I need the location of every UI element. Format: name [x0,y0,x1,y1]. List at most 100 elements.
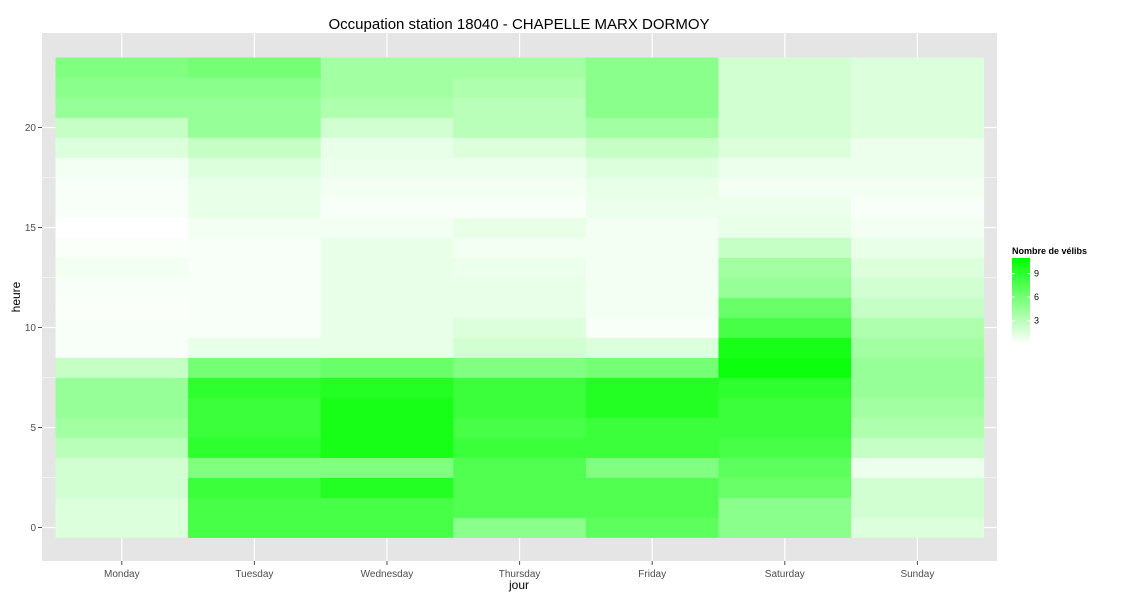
heatmap-tile [585,157,719,178]
heatmap-tile [718,377,852,398]
heatmap-tile [851,157,985,178]
heatmap-tile [55,197,189,218]
heatmap-tile [320,217,454,238]
heatmap-tile [453,77,587,98]
heatmap-tile [851,377,985,398]
heatmap-tile [320,317,454,338]
heatmap-tile [718,97,852,118]
heatmap-tile [585,477,719,498]
heatmap-tile [55,77,189,98]
heatmap-tile [320,97,454,118]
heatmap-tile [320,417,454,438]
heatmap-tile [718,77,852,98]
heatmap-tile [453,277,587,298]
heatmap-tile [453,317,587,338]
x-tick-label: Tuesday [235,569,273,580]
heatmap-tile [188,377,322,398]
heatmap-tile [188,177,322,198]
heatmap-tile [453,217,587,238]
heatmap-tile [718,177,852,198]
heatmap-tile [55,517,189,538]
heatmap-tile [585,77,719,98]
heatmap-tile [851,417,985,438]
heatmap-tile [851,397,985,418]
heatmap-tile [55,117,189,138]
heatmap-tile [188,257,322,278]
heatmap-tile [320,257,454,278]
heatmap-tile [851,217,985,238]
heatmap-tile [851,437,985,458]
heatmap-tile [453,517,587,538]
heatmap-tile [320,157,454,178]
heatmap-tile [851,477,985,498]
heatmap-tile [453,477,587,498]
heatmap-tile [320,57,454,78]
heatmap-tile [188,157,322,178]
heatmap-tile [188,337,322,358]
heatmap-tile [188,477,322,498]
heatmap-tile [320,517,454,538]
heatmap-tiles [55,57,985,538]
heatmap-tile [453,497,587,518]
heatmap-tile [55,497,189,518]
heatmap-tile [585,217,719,238]
heatmap-tile [320,337,454,358]
heatmap-tile [320,117,454,138]
heatmap-tile [718,517,852,538]
heatmap-tile [55,57,189,78]
heatmap-tile [585,297,719,318]
heatmap-tile [585,117,719,138]
heatmap-tile [718,417,852,438]
heatmap-tile [188,117,322,138]
heatmap-tile [453,357,587,378]
x-tick-label: Saturday [765,569,805,580]
heatmap-tile [851,497,985,518]
heatmap-tile [851,197,985,218]
heatmap-tile [585,277,719,298]
heatmap-tile [320,477,454,498]
heatmap-tile [55,217,189,238]
heatmap-tile [585,257,719,278]
heatmap-tile [851,117,985,138]
heatmap-tile [585,517,719,538]
heatmap-tile [55,397,189,418]
heatmap-tile [188,417,322,438]
heatmap-tile [453,417,587,438]
y-axis-title: heure [9,281,23,312]
heatmap-tile [851,137,985,158]
legend-label: 3 [1034,316,1039,326]
heatmap-tile [453,177,587,198]
heatmap-tile [585,317,719,338]
heatmap-tile [851,357,985,378]
heatmap-tile [320,397,454,418]
heatmap-tile [453,137,587,158]
heatmap-tile [718,237,852,258]
heatmap-tile [585,397,719,418]
legend-title: Nombre de vélibs [1012,246,1087,256]
heatmap-tile [188,297,322,318]
heatmap-tile [851,237,985,258]
x-tick-label: Monday [104,569,140,580]
heatmap-tile [718,57,852,78]
heatmap-tile [585,137,719,158]
heatmap-tile [188,457,322,478]
legend-colorbar [1012,258,1030,344]
heatmap-tile [718,477,852,498]
heatmap-tile [585,377,719,398]
heatmap-tile [585,357,719,378]
x-tick-label: Thursday [499,569,541,580]
heatmap-tile [585,417,719,438]
heatmap-tile [55,357,189,378]
heatmap-tile [188,397,322,418]
heatmap-tile [585,457,719,478]
y-tick-label: 20 [25,123,37,134]
heatmap-tile [320,237,454,258]
heatmap-tile [320,357,454,378]
x-axis: Monday Tuesday Wednesday Thursday Friday Satu… [104,561,934,580]
heatmap-tile [55,317,189,338]
heatmap-tile [320,297,454,318]
heatmap-tile [188,437,322,458]
heatmap-tile [585,497,719,518]
heatmap-tile [453,397,587,418]
